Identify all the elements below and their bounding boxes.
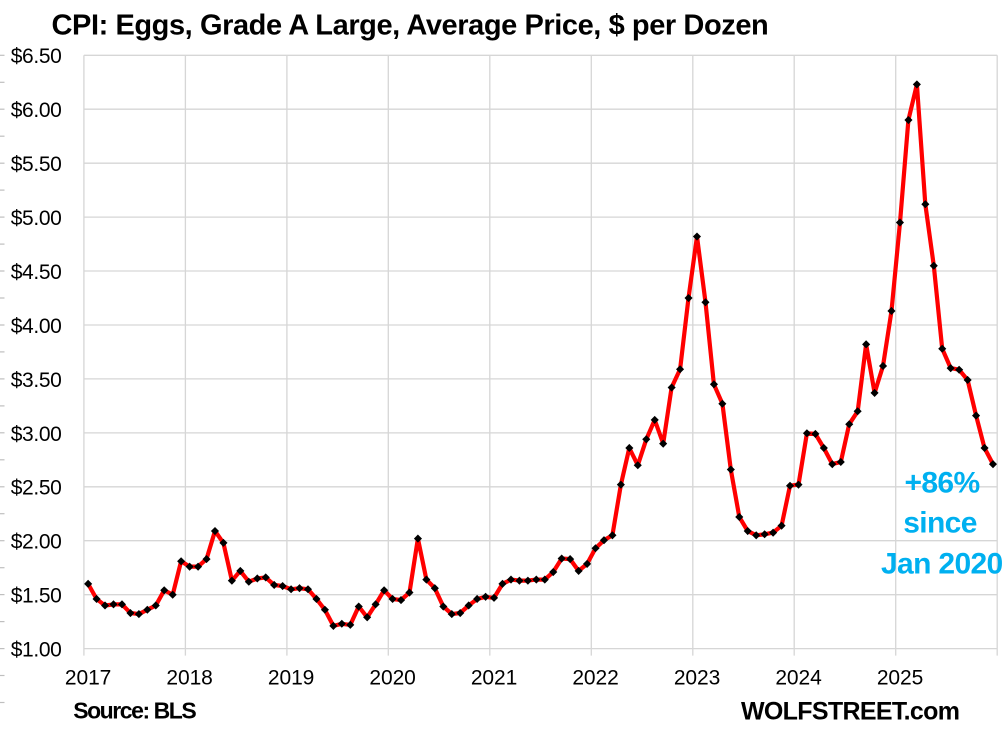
svg-text:Jan 2020: Jan 2020 xyxy=(881,547,1003,580)
svg-text:$3.00: $3.00 xyxy=(11,423,62,446)
svg-text:2024: 2024 xyxy=(775,667,822,690)
svg-text:2022: 2022 xyxy=(572,667,618,690)
svg-text:CPI: Eggs, Grade A Large, Aver: CPI: Eggs, Grade A Large, Average Price,… xyxy=(52,10,769,42)
svg-text:2018: 2018 xyxy=(166,667,212,690)
svg-text:$3.50: $3.50 xyxy=(11,369,62,392)
svg-text:2025: 2025 xyxy=(877,667,923,690)
svg-text:$5.50: $5.50 xyxy=(11,153,62,176)
svg-text:$4.00: $4.00 xyxy=(11,315,62,338)
svg-text:WOLFSTREET.com: WOLFSTREET.com xyxy=(741,697,959,725)
svg-text:since: since xyxy=(903,506,976,539)
svg-text:2023: 2023 xyxy=(674,667,720,690)
svg-text:$4.50: $4.50 xyxy=(11,261,62,284)
svg-text:$6.00: $6.00 xyxy=(11,99,62,122)
svg-text:Source: BLS: Source: BLS xyxy=(73,698,196,724)
svg-text:+86%: +86% xyxy=(905,467,980,500)
svg-text:2017: 2017 xyxy=(65,667,111,690)
svg-text:2020: 2020 xyxy=(369,667,415,690)
svg-text:$6.50: $6.50 xyxy=(11,45,62,68)
svg-text:$5.00: $5.00 xyxy=(11,207,62,230)
svg-text:$1.50: $1.50 xyxy=(11,585,62,608)
svg-text:$2.00: $2.00 xyxy=(11,531,62,554)
svg-text:$1.00: $1.00 xyxy=(11,639,62,662)
svg-text:2021: 2021 xyxy=(471,667,517,690)
svg-text:$2.50: $2.50 xyxy=(11,477,62,500)
svg-text:2019: 2019 xyxy=(268,667,314,690)
